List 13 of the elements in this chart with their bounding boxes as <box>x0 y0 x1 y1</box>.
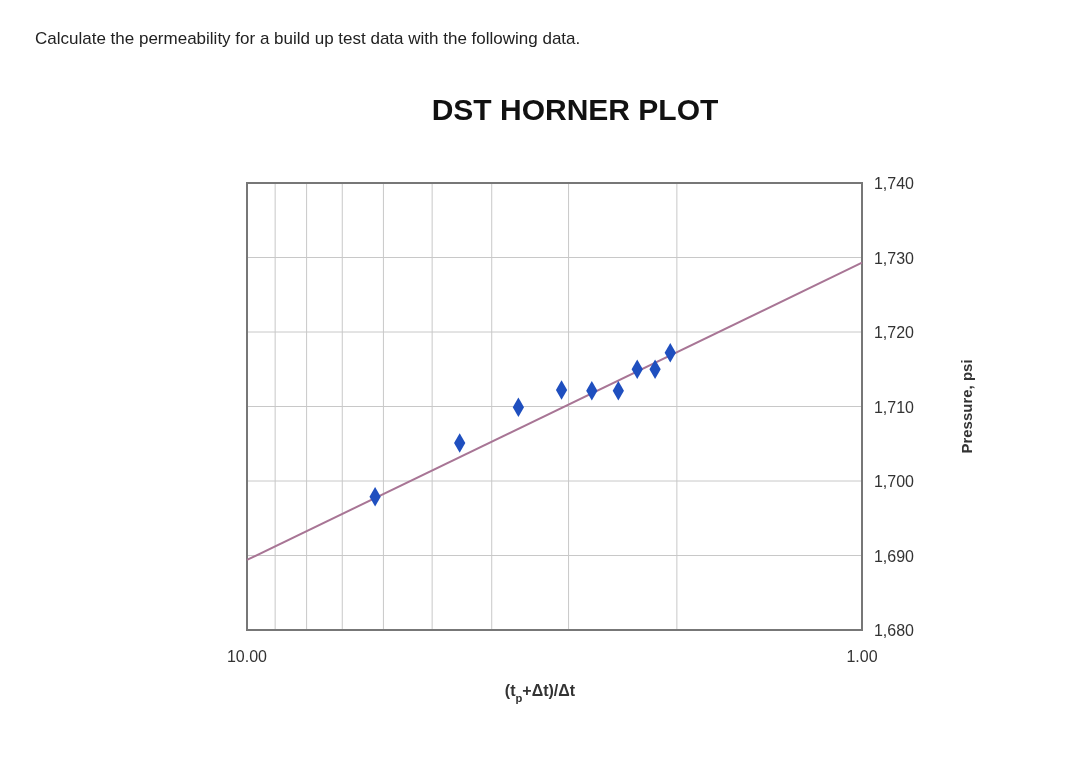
y-tick-label: 1,710 <box>873 398 915 416</box>
text: Calculate the permeability for a build up test data with the following data. <box>35 29 581 48</box>
x-tick-label: 1.00 <box>846 648 878 665</box>
y-tick-label: 1,680 <box>873 622 915 639</box>
y-tick-label: 1,730 <box>873 249 915 267</box>
y-tick-label: 1,720 <box>873 324 915 341</box>
chart-title: DST HORNER PLOT <box>431 93 719 126</box>
x-axis-title: (t$_{p}$+Δt)/Δt <box>504 682 576 704</box>
x-tick-label: 10.00 <box>226 648 268 665</box>
y-tick-label: 1,740 <box>873 175 915 192</box>
y-axis-title: Pressure, psi <box>958 359 975 454</box>
y-tick-label: 1,690 <box>873 547 915 565</box>
y-tick-label: 1,700 <box>873 473 915 490</box>
